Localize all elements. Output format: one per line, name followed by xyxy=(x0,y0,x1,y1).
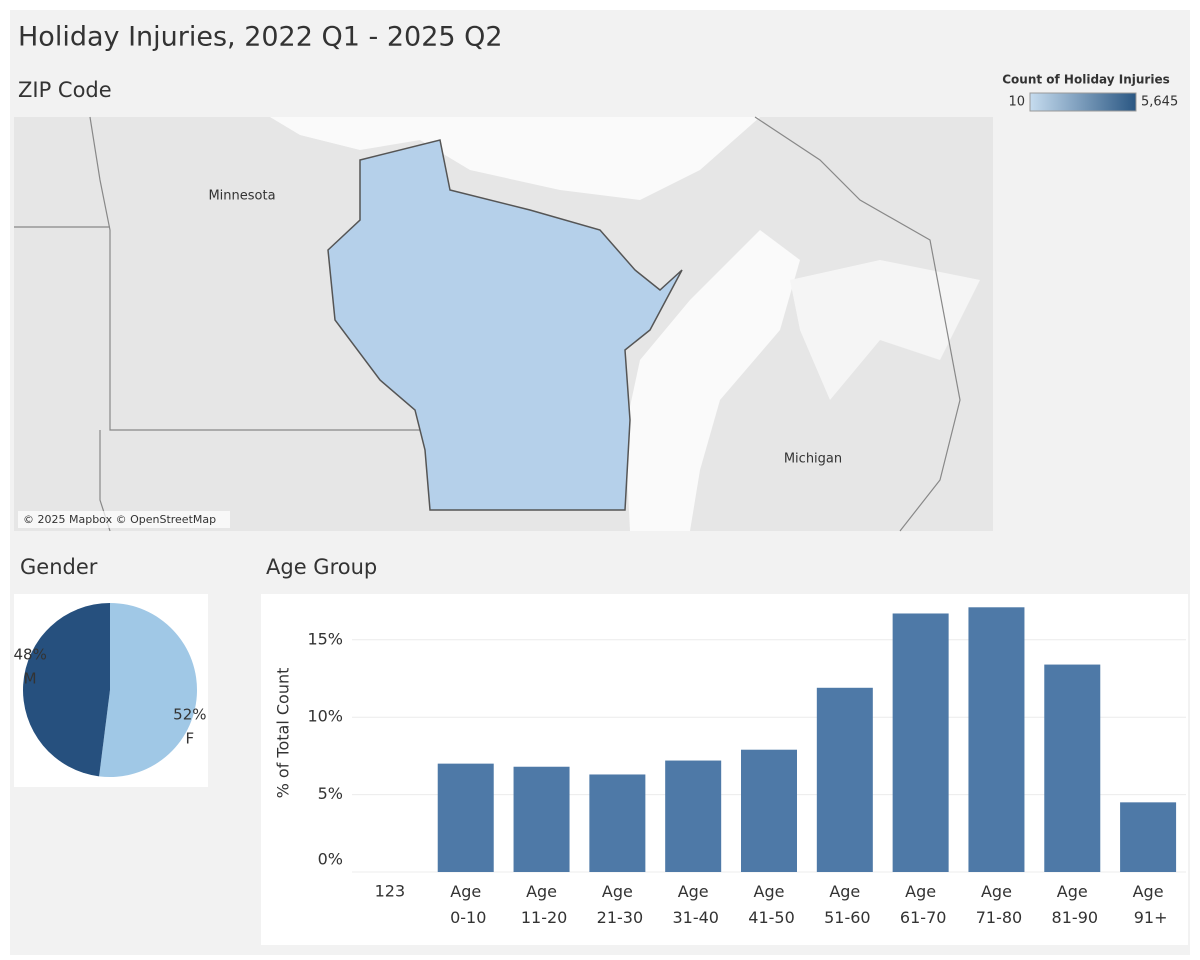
wisconsin-zip-areas xyxy=(327,139,683,511)
y-tick-label: 10% xyxy=(307,707,343,726)
lake-superior xyxy=(270,117,760,200)
legend-ramp xyxy=(1029,92,1137,112)
bar xyxy=(741,749,797,872)
bar xyxy=(968,607,1025,872)
lake-huron xyxy=(790,260,980,400)
dashboard-title: Holiday Injuries, 2022 Q1 - 2025 Q2 xyxy=(18,22,503,53)
bar xyxy=(437,763,494,872)
place-label: Michigan xyxy=(784,452,842,467)
x-tick-label: Age 61-70 xyxy=(895,882,947,927)
x-tick-label: Age 91+ xyxy=(1129,882,1168,927)
bar xyxy=(816,687,873,872)
bar xyxy=(589,774,646,872)
map: Minnesota Michigan © 2025 Mapbox © OpenS… xyxy=(14,116,993,532)
pie-slice xyxy=(99,603,198,777)
x-tick-label: 123 xyxy=(375,882,406,901)
x-tick-label: Age 41-50 xyxy=(743,882,795,927)
bar xyxy=(665,760,722,872)
pie-value-label: 48% xyxy=(13,645,46,663)
bar-panel xyxy=(261,594,1188,945)
pie-slice xyxy=(23,603,111,777)
attribution: © 2025 Mapbox © OpenStreetMap xyxy=(23,513,216,526)
state-borders xyxy=(14,116,961,532)
y-axis-title: % of Total Count xyxy=(274,668,293,799)
x-tick-label: Age 71-80 xyxy=(971,882,1023,927)
pie-title: Gender xyxy=(20,555,98,579)
x-tick-label: Age 21-30 xyxy=(592,882,644,927)
pie-category-label: F xyxy=(186,730,195,748)
bar xyxy=(1044,664,1101,872)
x-tick-label: Age 0-10 xyxy=(445,882,486,927)
legend-title: Count of Holiday Injuries xyxy=(1002,73,1170,87)
lake-michigan xyxy=(625,230,800,531)
attribution-bg xyxy=(18,511,230,528)
pie-category-label: M xyxy=(24,669,37,687)
map-title: ZIP Code xyxy=(18,78,112,102)
y-tick-label: 5% xyxy=(318,784,343,803)
pie-value-label: 52% xyxy=(173,706,206,724)
x-tick-label: Age 31-40 xyxy=(667,882,719,927)
legend-max: 5,645 xyxy=(1141,95,1178,110)
bar xyxy=(892,613,949,872)
bar xyxy=(513,766,570,872)
x-tick-label: Age 51-60 xyxy=(819,882,871,927)
bar-title: Age Group xyxy=(266,555,377,579)
x-tick-label: Age 81-90 xyxy=(1046,882,1098,927)
y-tick-label: 15% xyxy=(307,629,343,648)
place-label: Minnesota xyxy=(208,189,275,204)
legend-min: 10 xyxy=(1008,95,1025,110)
bar xyxy=(1120,802,1177,872)
x-tick-label: Age 11-20 xyxy=(516,882,568,927)
y-tick-label: 0% xyxy=(318,850,343,869)
